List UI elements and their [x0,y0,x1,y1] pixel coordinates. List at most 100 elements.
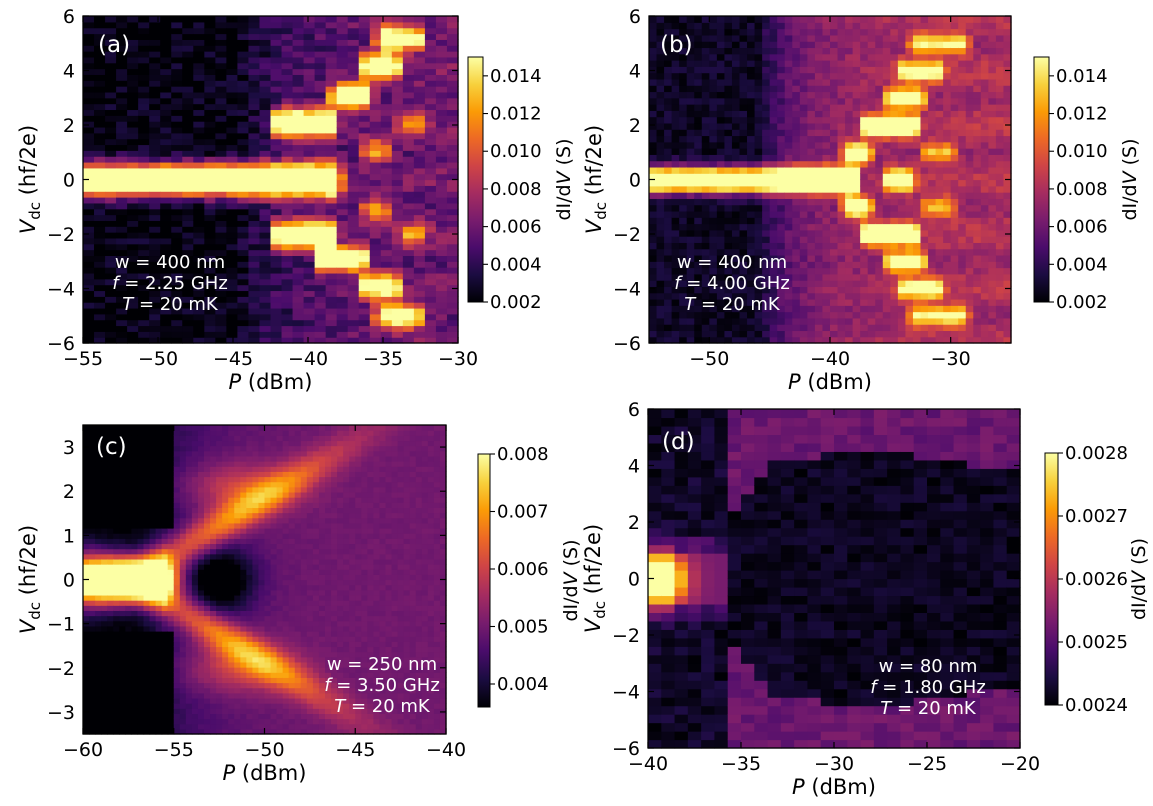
heatmap-cell [160,290,172,297]
heatmap-cell [822,204,831,212]
heatmap-cell [413,27,426,35]
heatmap-cell [928,192,937,199]
heatmap-cell [435,150,448,157]
heatmap-cell [867,173,876,181]
heatmap-cell [860,41,869,49]
heatmap-cell [694,204,703,212]
heatmap-cell [965,317,974,325]
heatmap-cell [792,204,801,212]
heatmap-cell [95,558,102,565]
heatmap-cell [125,687,132,694]
heatmap-cell [95,450,102,457]
heatmap-cell [380,302,393,309]
heatmap-cell [248,232,261,239]
heatmap-cell [950,148,959,155]
heatmap-cell [204,167,216,175]
heatmap-cell [867,198,876,206]
heatmap-cell [226,191,239,198]
heatmap-cell [739,28,748,36]
heatmap-cell [226,56,239,64]
heatmap-cell [694,78,703,86]
heatmap-cell [694,210,703,218]
heatmap-cell [127,284,139,292]
heatmap-cell [281,115,294,122]
heatmap-cell [182,150,194,157]
heatmap-cell [935,122,944,130]
heatmap-cell [125,713,132,720]
heatmap-cell [958,53,967,61]
heatmap-cell [116,255,128,262]
heatmap-cell [402,319,415,327]
heatmap-cell [94,197,106,204]
heatmap-cell [656,292,665,300]
heatmap-cell [347,161,360,169]
heatmap-cell [943,273,952,281]
heatmap-cell [754,110,763,118]
heatmap-cell [664,229,673,237]
heatmap-cell [814,330,824,338]
heatmap-cell [127,39,139,46]
heatmap-cell [912,336,922,344]
heatmap-cell [336,74,349,81]
heatmap-cell [281,138,294,146]
heatmap-cell [845,22,854,30]
heatmap-cell [171,80,183,87]
heatmap-cell [664,160,673,168]
heatmap-cell [336,191,349,198]
heatmap-cell [105,232,117,239]
heatmap-cell [226,109,239,116]
heatmap-cell [973,305,982,313]
heatmap-cell [95,625,102,632]
heatmap-cell [358,86,371,93]
heatmap-cell [270,33,283,40]
heatmap-cell [686,298,695,306]
heatmap-cell [686,198,695,206]
heatmap-cell [325,156,338,163]
heatmap-cell [701,311,710,319]
heatmap-cell [248,296,261,303]
heatmap-cell [270,214,283,221]
heatmap-cell [694,135,703,143]
heatmap-cell [656,47,665,55]
heatmap-cell [679,148,688,155]
heatmap-cell [973,204,982,212]
heatmap-cell [905,242,914,250]
heatmap-cell [754,166,763,174]
heatmap-cell [686,97,695,105]
heatmap-cell [204,337,216,344]
heatmap-cell [248,255,261,262]
heatmap-cell [259,91,272,99]
heatmap-cell [731,60,741,67]
heatmap-cell [664,72,673,80]
heatmap-cell [792,160,801,168]
heatmap-cell [105,249,117,257]
heatmap-cell [867,210,876,218]
heatmap-cell [905,53,914,61]
heatmap-cell [446,27,459,35]
heatmap-cell [402,255,415,262]
heatmap-cell [664,330,673,338]
heatmap-cell [94,144,106,151]
heatmap-cell [314,313,327,321]
heatmap-cell [215,144,227,151]
heatmap-cell [358,197,371,204]
heatmap-cell [656,273,665,281]
heatmap-cell [867,104,876,111]
heatmap-cell [336,185,349,192]
heatmap-cell [281,21,294,29]
heatmap-cell [784,280,793,288]
heatmap-cell [769,166,778,174]
heatmap-cell [1003,160,1012,168]
heatmap-cell [116,144,128,151]
heatmap-cell [391,325,404,332]
heatmap-cell [656,330,665,338]
heatmap-cell [413,243,426,251]
heatmap-cell [814,97,824,105]
heatmap-cell [204,144,216,151]
heatmap-cell [248,33,261,40]
heatmap-cell [107,553,114,560]
heatmap-cell [928,305,937,313]
heatmap-cell [113,553,120,560]
heatmap-cell [125,564,132,570]
heatmap-cell [709,135,718,143]
